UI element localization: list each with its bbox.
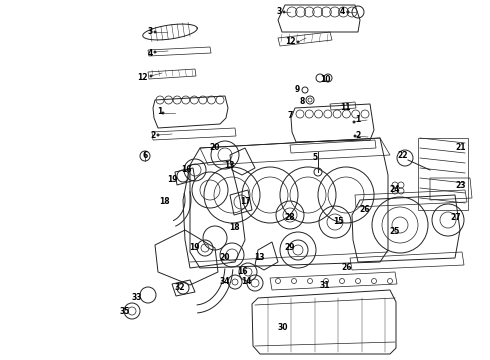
Text: 26: 26 <box>360 206 370 215</box>
Text: 4: 4 <box>148 49 153 58</box>
Circle shape <box>150 75 152 77</box>
Text: 19: 19 <box>168 175 178 184</box>
Text: 32: 32 <box>174 284 185 292</box>
Text: 29: 29 <box>285 243 295 252</box>
Text: 30: 30 <box>277 324 288 333</box>
Text: 12: 12 <box>138 73 148 82</box>
Text: 16: 16 <box>238 267 248 276</box>
Text: 15: 15 <box>333 217 343 226</box>
Text: 20: 20 <box>210 144 220 153</box>
Text: 23: 23 <box>455 180 466 189</box>
Text: 4: 4 <box>340 8 345 17</box>
Text: 28: 28 <box>284 213 295 222</box>
Text: 25: 25 <box>390 228 400 237</box>
Text: 3: 3 <box>277 8 282 17</box>
Text: 6: 6 <box>143 150 148 159</box>
Text: 2: 2 <box>151 130 156 139</box>
Text: 34: 34 <box>220 278 230 287</box>
Text: 33: 33 <box>131 293 142 302</box>
Circle shape <box>162 112 164 114</box>
Circle shape <box>154 31 156 33</box>
Circle shape <box>354 135 356 137</box>
Text: 13: 13 <box>224 161 235 170</box>
Text: 16: 16 <box>181 166 192 175</box>
Text: 7: 7 <box>288 112 293 121</box>
Text: 21: 21 <box>455 144 466 153</box>
Text: 8: 8 <box>299 98 305 107</box>
Text: 2: 2 <box>355 130 360 139</box>
Text: 27: 27 <box>450 213 461 222</box>
Text: 19: 19 <box>190 243 200 252</box>
Text: 14: 14 <box>242 278 252 287</box>
Text: 9: 9 <box>295 85 300 94</box>
Text: 13: 13 <box>254 253 265 262</box>
Text: 17: 17 <box>240 198 250 207</box>
Circle shape <box>154 51 156 53</box>
Text: 12: 12 <box>286 37 296 46</box>
Text: 10: 10 <box>320 76 330 85</box>
Text: 18: 18 <box>159 198 170 207</box>
Circle shape <box>157 134 159 136</box>
Text: 22: 22 <box>397 150 408 159</box>
Text: 1: 1 <box>157 108 162 117</box>
Text: 5: 5 <box>313 153 318 162</box>
Text: 35: 35 <box>120 307 130 316</box>
Text: 31: 31 <box>320 280 330 289</box>
Circle shape <box>297 41 299 43</box>
Circle shape <box>353 121 355 123</box>
Text: 26: 26 <box>342 264 352 273</box>
Text: 18: 18 <box>229 224 240 233</box>
Text: 1: 1 <box>355 116 360 125</box>
Text: 11: 11 <box>340 104 350 112</box>
Text: 20: 20 <box>220 253 230 262</box>
Circle shape <box>347 11 349 13</box>
Circle shape <box>283 11 285 13</box>
Text: 24: 24 <box>390 185 400 194</box>
Text: 3: 3 <box>148 27 153 36</box>
